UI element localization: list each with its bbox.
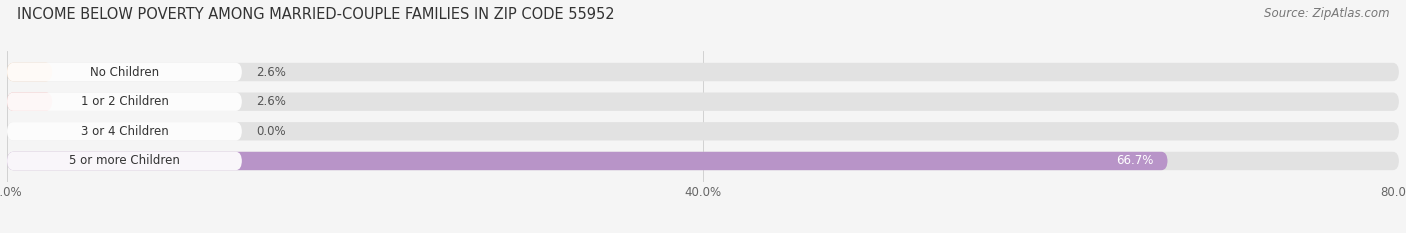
Text: INCOME BELOW POVERTY AMONG MARRIED-COUPLE FAMILIES IN ZIP CODE 55952: INCOME BELOW POVERTY AMONG MARRIED-COUPL… [17,7,614,22]
FancyBboxPatch shape [7,63,52,81]
Text: Source: ZipAtlas.com: Source: ZipAtlas.com [1264,7,1389,20]
FancyBboxPatch shape [7,152,1399,170]
FancyBboxPatch shape [7,152,242,170]
Text: 66.7%: 66.7% [1116,154,1154,168]
Text: 3 or 4 Children: 3 or 4 Children [80,125,169,138]
FancyBboxPatch shape [7,93,1399,111]
Text: 5 or more Children: 5 or more Children [69,154,180,168]
FancyBboxPatch shape [7,152,1167,170]
FancyBboxPatch shape [7,63,242,81]
Text: No Children: No Children [90,65,159,79]
FancyBboxPatch shape [7,63,1399,81]
Text: 2.6%: 2.6% [256,95,285,108]
Text: 2.6%: 2.6% [256,65,285,79]
Text: 0.0%: 0.0% [256,125,285,138]
FancyBboxPatch shape [7,93,52,111]
FancyBboxPatch shape [7,122,242,140]
Text: 1 or 2 Children: 1 or 2 Children [80,95,169,108]
FancyBboxPatch shape [7,122,1399,140]
FancyBboxPatch shape [7,93,242,111]
